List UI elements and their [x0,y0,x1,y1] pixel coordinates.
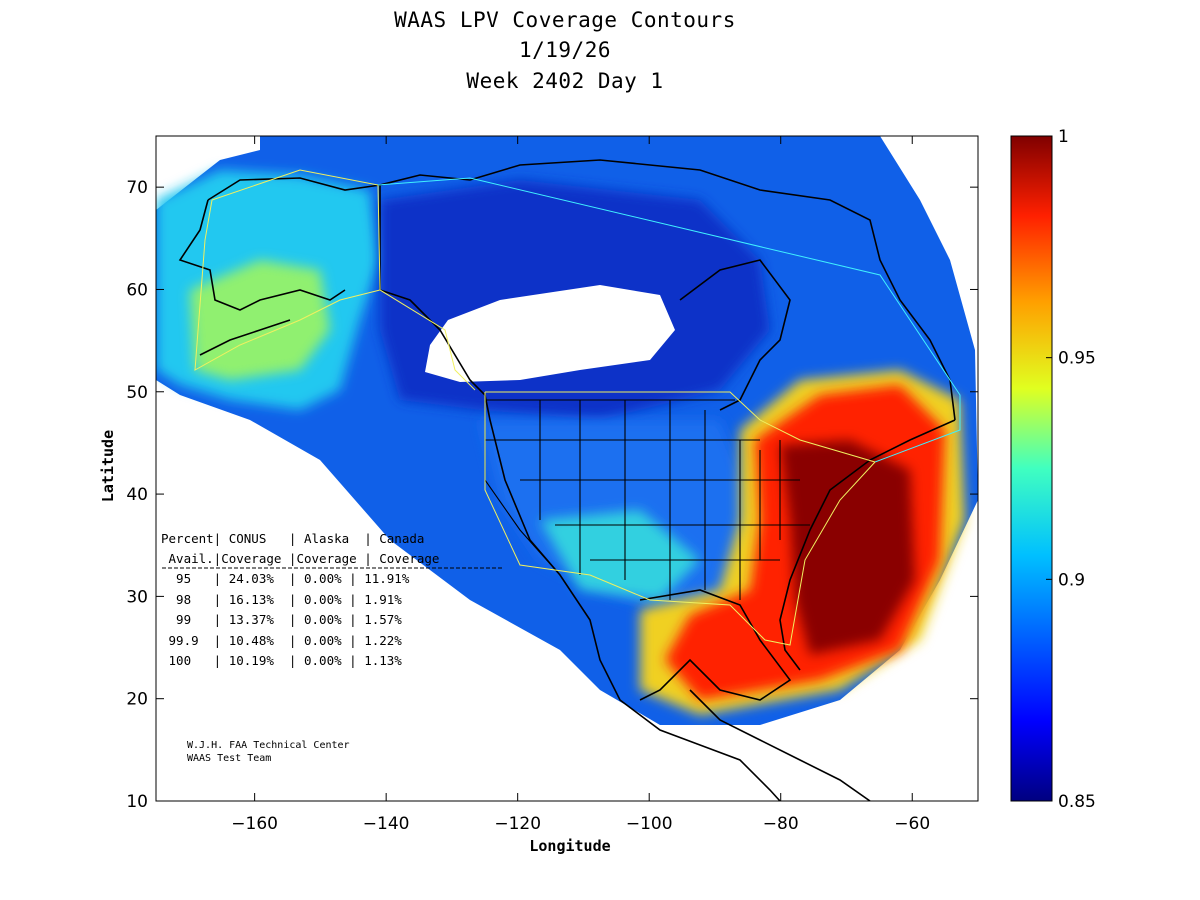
table-row: 99.9 | 10.48% | 0.00% | 1.22% [161,633,402,648]
chart-week-day: Week 2402 Day 1 [466,69,664,93]
credit-line-1: W.J.H. FAA Technical Center [187,740,350,751]
credit-line-2: WAAS Test Team [187,753,271,764]
coastlines [178,159,956,801]
colorbar-tick-label: 0.9 [1058,570,1085,590]
x-axis-ticks: −160 −140 −120 −100 −80 −60 [231,136,930,834]
table-row: 95 | 24.03% | 0.00% | 11.91% [161,571,410,586]
colorbar-tick-label: 1 [1058,127,1069,147]
x-tick-label: −60 [894,814,930,834]
coverage-region-alaska-green [190,260,330,380]
colorbar-tick-label: 0.85 [1058,792,1096,812]
y-tick-label: 60 [126,280,148,300]
y-tick-label: 70 [126,178,148,198]
x-tick-label: −100 [626,814,673,834]
colorbar [1010,135,1053,802]
x-tick-label: −80 [763,814,799,834]
y-axis-label: Latitude [99,430,117,502]
table-row: 100 | 10.19% | 0.00% | 1.13% [161,653,402,668]
table-row: 99 | 13.37% | 0.00% | 1.57% [161,612,402,627]
plot-frame [155,135,979,802]
table-row: 98 | 16.13% | 0.00% | 1.91% [161,592,402,607]
x-axis-label: Longitude [529,837,610,855]
colorbar-ticks: 1 0.95 0.9 0.85 [1046,127,1096,812]
table-header-1: Percent| CONUS | Alaska | Canada [161,531,424,546]
x-tick-label: −120 [494,814,541,834]
coverage-table: Percent| CONUS | Alaska | Canada Avail.|… [161,531,502,668]
y-axis-ticks: 10 20 30 40 50 60 70 [126,178,978,812]
service-volume-outlines [194,169,961,646]
x-tick-label: −140 [363,814,410,834]
coverage-field [156,136,978,801]
y-tick-label: 20 [126,690,148,710]
coverage-hole [425,285,675,382]
chart-date: 1/19/26 [518,38,611,62]
table-header-2: Avail.|Coverage |Coverage | Coverage [161,551,439,566]
y-tick-label: 10 [126,792,148,812]
state-borders [484,399,810,600]
y-tick-label: 30 [126,587,148,607]
coverage-region-east-darkred [780,440,915,655]
y-tick-label: 40 [126,485,148,505]
colorbar-tick-label: 0.95 [1058,349,1096,369]
chart-title: WAAS LPV Coverage Contours [394,8,736,32]
y-tick-label: 50 [126,383,148,403]
x-tick-label: −160 [231,814,278,834]
